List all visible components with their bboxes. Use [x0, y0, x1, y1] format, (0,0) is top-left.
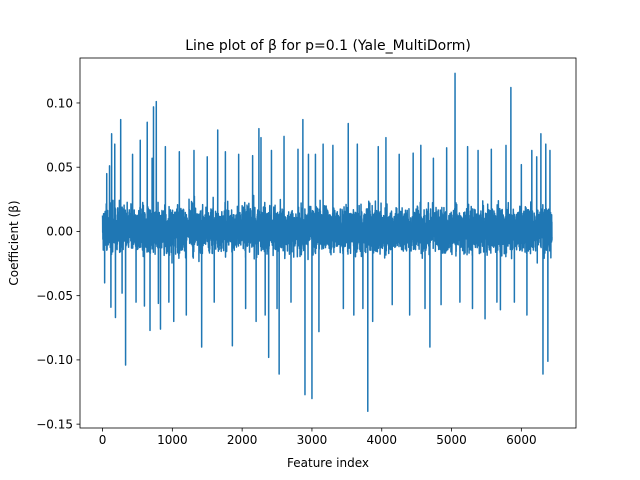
y-tick-label: −0.10	[36, 353, 73, 367]
axes-frame	[79, 57, 577, 429]
y-tick-label: −0.15	[36, 417, 73, 431]
y-axis-label: Coefficient (β)	[7, 200, 21, 285]
plot-area	[101, 72, 553, 413]
x-axis-label: Feature index	[287, 456, 369, 470]
x-tick-label: 0	[99, 433, 107, 447]
x-axis-ticks: 0 1000 2000 3000 4000 5000 6000	[99, 428, 537, 447]
y-tick-label: −0.05	[36, 289, 73, 303]
chart-title: Line plot of β for p=0.1 (Yale_MultiDorm…	[185, 38, 471, 54]
y-tick-label: 0.00	[46, 225, 73, 239]
x-tick-label: 4000	[366, 433, 397, 447]
x-tick-label: 3000	[297, 433, 328, 447]
series-line-beta	[101, 72, 553, 413]
x-tick-label: 5000	[436, 433, 467, 447]
y-axis-ticks: −0.15 −0.10 −0.05 0.00 0.05 0.10	[36, 96, 80, 431]
x-tick-label: 6000	[506, 433, 537, 447]
y-tick-label: 0.05	[46, 161, 73, 175]
y-tick-label: 0.10	[46, 96, 73, 110]
x-tick-label: 2000	[227, 433, 258, 447]
x-tick-label: 1000	[157, 433, 188, 447]
